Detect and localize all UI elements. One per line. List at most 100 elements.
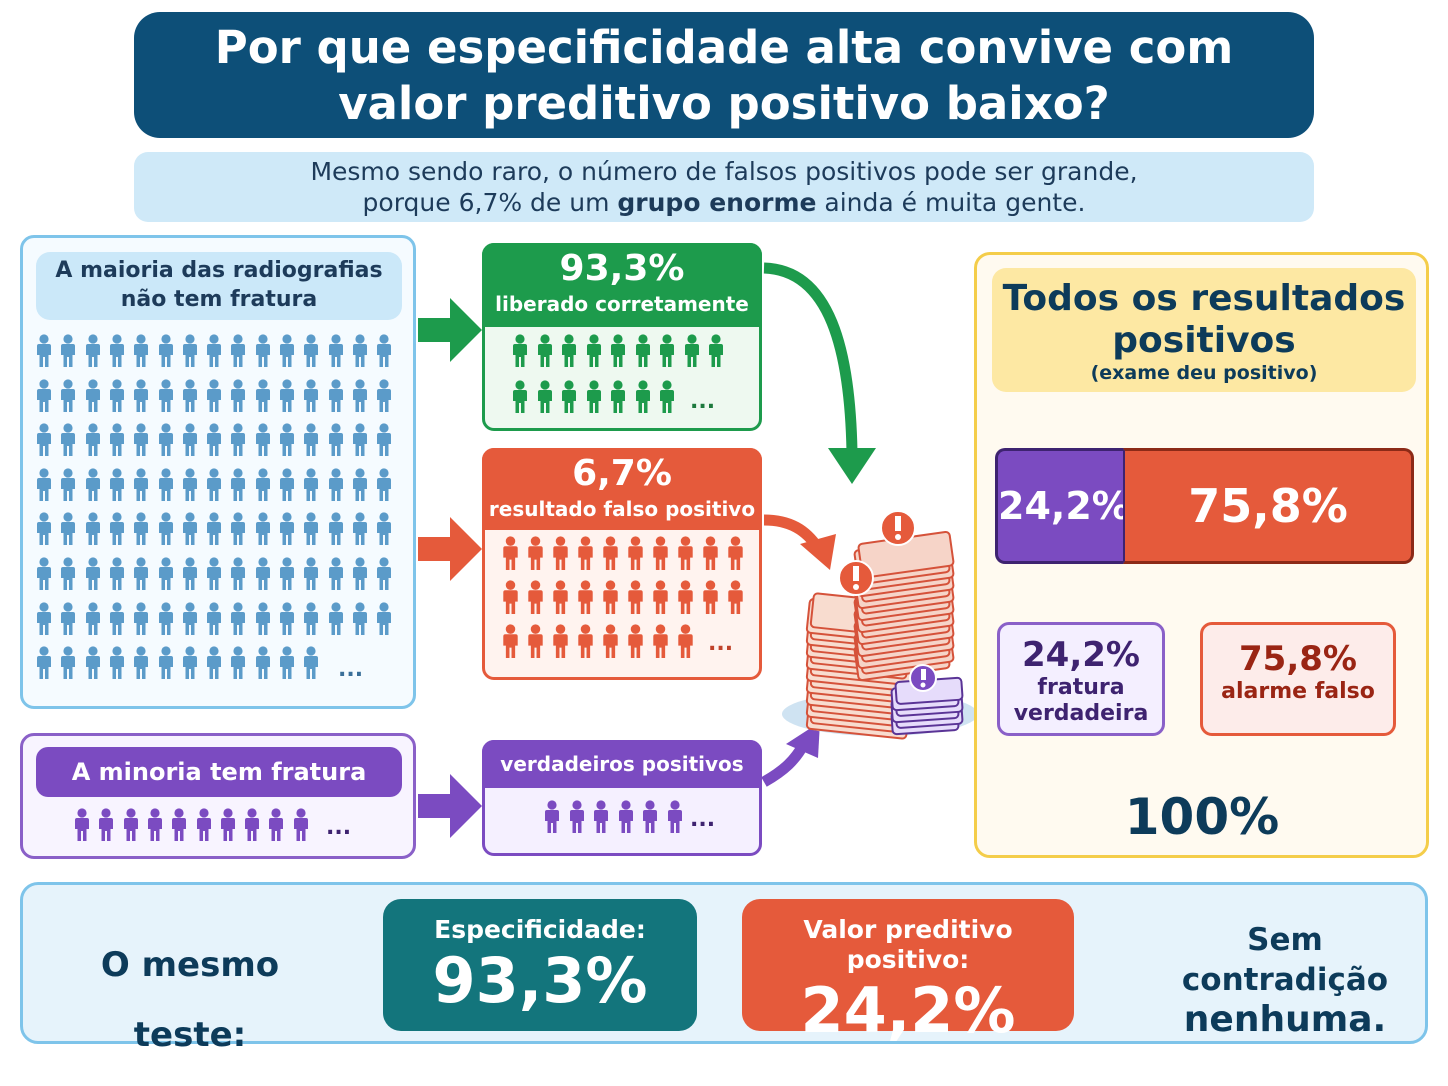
positive-results-title-line-1: Todos os resultados: [1002, 278, 1406, 319]
person-icon: [377, 512, 392, 546]
person-icon: [635, 334, 650, 367]
title-banner: Por que especificidade alta convive com …: [134, 12, 1314, 138]
person-icon: [255, 646, 270, 680]
person-icon: [545, 800, 559, 833]
person-icon: [109, 646, 124, 680]
specificity-title: Especificidade:: [434, 915, 646, 944]
ppv-title: Valor preditivo positivo:: [803, 915, 1013, 974]
person-icon: [231, 468, 246, 501]
correct-ellipsis: ...: [690, 389, 716, 414]
person-icon: [643, 800, 657, 833]
person-icon: [182, 468, 197, 501]
arrow-right-icon: [418, 298, 482, 362]
ppv-value: 24,2%: [800, 974, 1016, 1047]
person-icon: [207, 378, 222, 412]
arrow-head-purple: [786, 722, 820, 758]
person-icon: [255, 512, 270, 546]
person-icon: [61, 423, 76, 457]
person-icon: [653, 624, 668, 658]
person-icon: [85, 423, 100, 457]
person-icon: [37, 378, 51, 412]
person-icon: [61, 334, 76, 367]
person-icon: [352, 512, 367, 546]
person-icon: [660, 334, 674, 367]
person-icon: [75, 808, 89, 841]
person-icon: [134, 378, 149, 412]
positive-results-header: Todos os resultados positivos (exame deu…: [992, 268, 1416, 392]
person-icon: [503, 536, 518, 570]
person-icon: [328, 423, 343, 457]
person-icon: [61, 512, 76, 546]
person-icon: [245, 808, 260, 841]
person-icon: [269, 808, 284, 841]
total-pct: 100%: [1124, 788, 1280, 846]
person-icon: [678, 580, 693, 614]
person-icon: [37, 334, 51, 367]
alert-icon: [838, 560, 874, 596]
person-icon: [667, 800, 682, 833]
person-icon: [255, 468, 270, 501]
person-icon: [255, 557, 270, 590]
person-icon: [37, 468, 51, 501]
person-icon: [586, 334, 601, 367]
person-icon: [231, 557, 246, 590]
person-icon: [109, 378, 124, 412]
majority-label-line-2: não tem fratura: [120, 287, 318, 312]
false-alarm-card: 75,8% alarme falso: [1200, 622, 1396, 736]
person-icon: [207, 468, 222, 501]
person-icon: [109, 334, 124, 367]
person-icon: [553, 580, 568, 614]
subtitle-line-1: Mesmo sendo raro, o número de falsos pos…: [310, 157, 1138, 186]
person-icon: [562, 380, 576, 413]
person-icon: [134, 557, 149, 590]
person-icon: [158, 423, 173, 457]
person-icon: [123, 808, 138, 841]
person-icon: [255, 601, 270, 635]
person-icon: [182, 334, 197, 367]
person-icon: [603, 624, 618, 658]
person-icon: [304, 512, 319, 546]
arrow-right-icon: [418, 774, 482, 838]
person-icon: [537, 380, 552, 413]
majority-ellipsis: ...: [338, 657, 364, 682]
person-icon: [304, 334, 319, 367]
person-icon: [280, 646, 294, 680]
person-icon: [85, 468, 100, 501]
minority-people-row: [72, 808, 332, 852]
person-icon: [304, 378, 319, 412]
person-icon: [134, 646, 149, 680]
person-icon: [628, 536, 643, 570]
subtitle-banner: Mesmo sendo raro, o número de falsos pos…: [134, 152, 1314, 222]
correct-people: [510, 334, 750, 424]
person-icon: [85, 378, 100, 412]
person-icon: [328, 557, 343, 590]
person-icon: [611, 334, 625, 367]
bar-false-segment: 75,8%: [1123, 448, 1414, 564]
person-icon: [684, 334, 699, 367]
person-icon: [207, 557, 222, 590]
subtitle-text-end: ainda é muita gente.: [816, 188, 1086, 217]
person-icon: [709, 334, 723, 367]
person-icon: [85, 601, 100, 635]
minority-ellipsis: ...: [326, 815, 352, 840]
person-icon: [109, 557, 124, 590]
person-icon: [231, 601, 246, 635]
person-icon: [147, 808, 162, 841]
person-icon: [196, 808, 211, 841]
subtitle-line-2: porque 6,7% de um grupo enorme ainda é m…: [134, 187, 1314, 218]
person-icon: [352, 601, 367, 635]
person-icon: [328, 334, 343, 367]
person-icon: [61, 601, 76, 635]
person-icon: [207, 334, 222, 367]
person-icon: [182, 601, 197, 635]
person-icon: [328, 601, 343, 635]
person-icon: [158, 646, 173, 680]
title-line-2: valor preditivo positivo baixo?: [338, 77, 1110, 130]
person-icon: [728, 580, 743, 614]
person-icon: [635, 380, 650, 413]
person-icon: [537, 334, 552, 367]
person-icon: [158, 334, 173, 367]
person-icon: [61, 557, 76, 590]
person-icon: [182, 512, 197, 546]
person-icon: [158, 512, 173, 546]
